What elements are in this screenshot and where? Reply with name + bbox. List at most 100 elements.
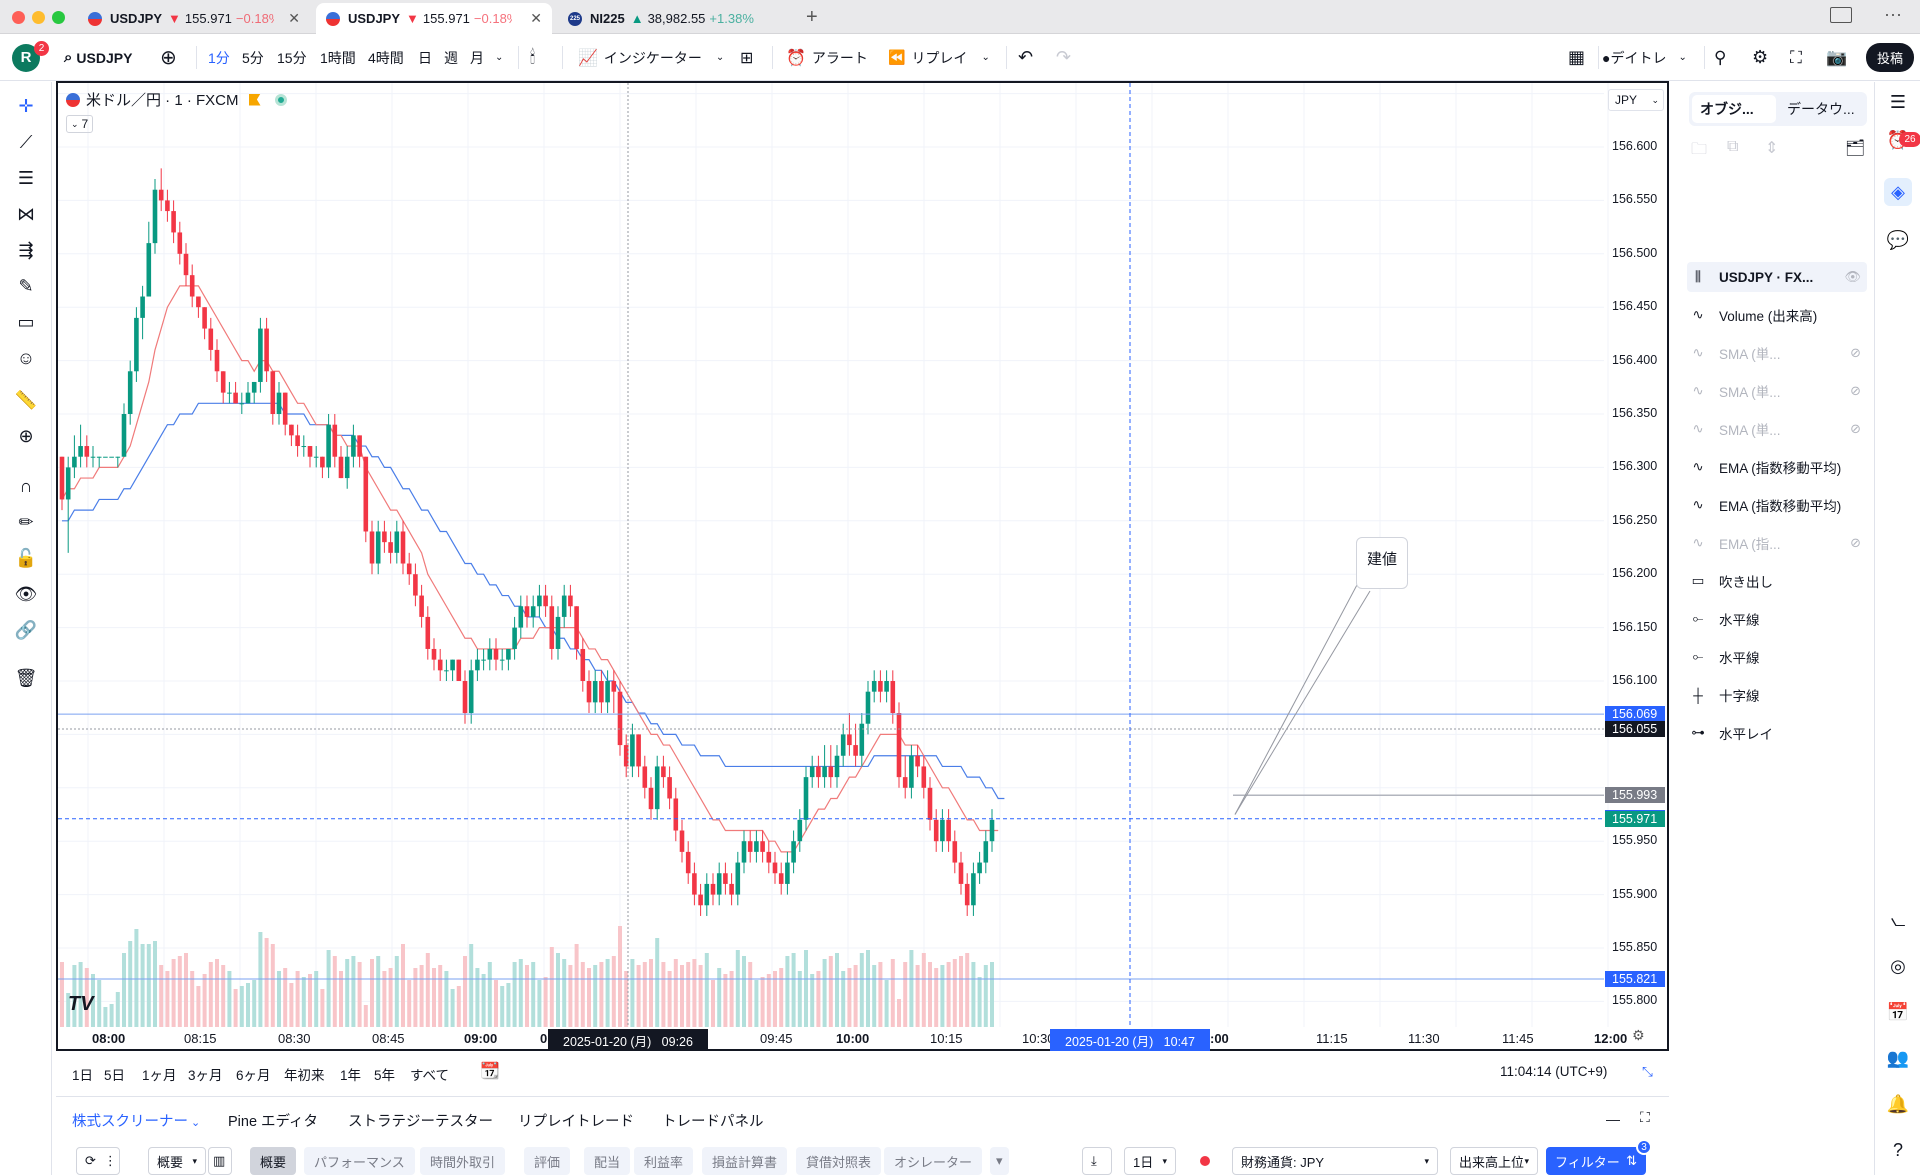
layer-item[interactable]: ∿ Volume (出来高): [1687, 300, 1867, 330]
tradingview-logo[interactable]: TV: [68, 993, 94, 1015]
minimize-panel-icon[interactable]: —: [1606, 1111, 1620, 1127]
layer-item[interactable]: ⫼ USDJPY · FX... 👁: [1687, 262, 1867, 292]
layer-item[interactable]: ∿ EMA (指数移動平均): [1687, 452, 1867, 482]
new-tab-button[interactable]: +: [806, 6, 818, 28]
chart-legend[interactable]: 米ドル／円 · 1 · FXCM: [66, 89, 287, 110]
community-icon[interactable]: 👥: [1886, 1047, 1910, 1068]
view-select[interactable]: 概要 ▾: [148, 1147, 206, 1175]
interval-5m[interactable]: 5分: [242, 49, 264, 66]
interval-1h[interactable]: 1時間: [320, 49, 356, 66]
pattern-icon[interactable]: ⋈: [17, 203, 35, 224]
currency-filter-select[interactable]: 財務通貨: JPY ▾: [1232, 1147, 1438, 1175]
zoom-in-icon[interactable]: ⊕: [18, 425, 34, 446]
pine-chart-icon[interactable]: ⦦: [1890, 909, 1906, 930]
compare-add-icon[interactable]: ⊕: [160, 47, 177, 69]
chevron-down-icon[interactable]: ▾: [990, 1147, 1009, 1175]
column-set-chip[interactable]: 配当: [584, 1147, 631, 1175]
range-button[interactable]: 1年: [340, 1068, 362, 1083]
record-icon[interactable]: [1200, 1156, 1210, 1166]
sidebar-toggle-icon[interactable]: [1830, 7, 1852, 23]
eye-off-icon[interactable]: ⊘: [1850, 421, 1861, 436]
calendar-icon[interactable]: 📅: [1886, 1001, 1910, 1022]
layer-item[interactable]: ∿ EMA (指数移動平均): [1687, 490, 1867, 520]
trash-icon[interactable]: 🗑: [14, 667, 38, 688]
refresh-button[interactable]: ⟳ ⋮: [76, 1147, 120, 1175]
tab-data-window[interactable]: データウ...: [1787, 101, 1855, 117]
interval-day[interactable]: 日: [418, 49, 432, 66]
magnet-icon[interactable]: ∩: [19, 475, 33, 496]
undo-icon[interactable]: ↶: [1018, 47, 1034, 67]
eye-off-icon[interactable]: ⊘: [1850, 383, 1861, 398]
eye-icon[interactable]: 👁: [14, 583, 38, 604]
browser-tab-1[interactable]: USDJPY ▼ 155.971 −0.18% ✕: [78, 3, 310, 34]
gear-icon[interactable]: ⚙: [1632, 1027, 1645, 1043]
callout-label[interactable]: 建値: [1356, 537, 1408, 589]
indicators-button[interactable]: 📈 インジケーター ⌄: [578, 34, 724, 81]
ruler-icon[interactable]: 📏: [14, 389, 38, 410]
column-set-chip[interactable]: 評価: [524, 1147, 571, 1175]
text-note-icon[interactable]: ▭: [17, 311, 35, 332]
close-window-button[interactable]: [12, 11, 25, 24]
emoji-icon[interactable]: ☺: [16, 347, 36, 368]
crosshair-icon[interactable]: ✛: [18, 95, 34, 116]
range-button[interactable]: 年初来: [284, 1068, 325, 1083]
indicator-collapse-button[interactable]: ⌄ 7: [66, 115, 94, 133]
chart-canvas[interactable]: [58, 83, 1667, 1049]
lock-icon[interactable]: 🔓: [14, 547, 38, 568]
trendline-icon[interactable]: ⟋: [19, 131, 33, 152]
minimize-window-button[interactable]: [32, 11, 45, 24]
brush-icon[interactable]: ✎: [18, 275, 34, 296]
panel-tab[interactable]: Pine エディタ: [228, 1110, 318, 1131]
new-folder-icon[interactable]: 🗀: [1691, 141, 1708, 158]
copy-icon[interactable]: ⧉: [1727, 138, 1739, 155]
download-icon[interactable]: ⤓: [1082, 1147, 1112, 1175]
layout-select[interactable]: ●デイトレ ⌄: [1602, 34, 1687, 81]
range-button[interactable]: 5日: [104, 1068, 126, 1083]
interval-week[interactable]: 週: [444, 49, 458, 66]
redo-icon[interactable]: ↷: [1056, 47, 1072, 67]
auto-scale-icon[interactable]: ⤡: [1642, 1064, 1653, 1079]
columns-icon[interactable]: ▥: [208, 1147, 232, 1175]
bell-icon[interactable]: 🔔: [1886, 1093, 1910, 1114]
camera-icon[interactable]: 📷: [1826, 47, 1848, 67]
range-button[interactable]: すべて: [410, 1068, 450, 1083]
alert-button[interactable]: ⏰ アラート: [786, 34, 868, 81]
candles-icon[interactable]: 🕯: [530, 47, 536, 67]
delete-drawings-icon[interactable]: 🗂: [1845, 140, 1866, 157]
range-button[interactable]: 5年: [374, 1068, 396, 1083]
interval-15m[interactable]: 15分: [277, 49, 307, 66]
eye-off-icon[interactable]: ⊘: [1850, 535, 1861, 550]
column-set-chip[interactable]: 時間外取引: [420, 1147, 506, 1175]
layer-item[interactable]: ▭ 吹き出し: [1687, 566, 1867, 596]
interval-select[interactable]: 1日 ▾: [1124, 1147, 1176, 1175]
templates-grid-icon[interactable]: ⊞: [740, 49, 754, 67]
maximize-panel-icon[interactable]: ⛶: [1640, 1109, 1650, 1125]
browser-tab-2[interactable]: USDJPY ▼ 155.971 −0.18% ✕: [316, 3, 552, 34]
layer-item[interactable]: ∿ SMA (単... ⊘: [1687, 338, 1867, 368]
interval-month[interactable]: 月: [470, 49, 484, 66]
column-set-chip[interactable]: パフォーマンス: [304, 1147, 415, 1175]
range-button[interactable]: 6ヶ月: [236, 1068, 271, 1083]
link-icon[interactable]: 🔗: [14, 619, 38, 640]
replay-button[interactable]: ⏪ リプレイ ⌄: [888, 34, 990, 81]
layer-item[interactable]: ⊶ 水平レイ: [1687, 718, 1867, 748]
reorder-icon[interactable]: ⇕: [1765, 140, 1779, 157]
fib-retracement-icon[interactable]: ☰: [17, 167, 35, 188]
interval-1m[interactable]: 1分: [208, 49, 230, 66]
chevron-down-icon[interactable]: ⌄: [495, 52, 504, 63]
currency-select[interactable]: JPY ⌄: [1608, 89, 1664, 111]
column-set-chip[interactable]: 損益計算書: [702, 1147, 788, 1175]
column-set-chip[interactable]: 概要: [250, 1147, 297, 1175]
lock-pencil-icon[interactable]: ✏: [18, 511, 34, 532]
chart-pane[interactable]: 米ドル／円 · 1 · FXCM ⌄ 7 JPY ⌄ TV ⚙ 建値 156.6…: [56, 81, 1669, 1051]
panel-tab[interactable]: リプレイトレード: [518, 1110, 634, 1131]
go-to-date-icon[interactable]: 📆: [480, 1063, 500, 1080]
symbol-search-button[interactable]: ⌕ USDJPY: [64, 34, 132, 81]
watchlist-icon[interactable]: ☰: [1889, 91, 1907, 112]
layer-item[interactable]: ∿ EMA (指... ⊘: [1687, 528, 1867, 558]
flag-icon[interactable]: [248, 93, 261, 106]
maximize-window-button[interactable]: [52, 11, 65, 24]
tab-objects[interactable]: オブジ...: [1692, 95, 1776, 123]
panel-tab[interactable]: ストラテジーテスター: [348, 1110, 493, 1131]
avatar[interactable]: R 2: [12, 34, 49, 81]
